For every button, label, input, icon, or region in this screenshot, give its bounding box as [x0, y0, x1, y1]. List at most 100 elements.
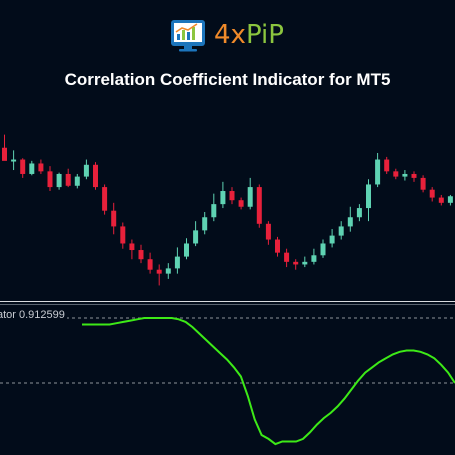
candle-body	[174, 256, 180, 269]
indicator-panel	[0, 317, 455, 446]
candle	[93, 162, 98, 190]
candle	[165, 263, 171, 279]
candle-body	[238, 200, 244, 207]
candle-body	[356, 208, 362, 218]
candle	[238, 197, 244, 210]
candle-body	[320, 243, 326, 256]
candle-body	[311, 255, 317, 262]
candle	[220, 181, 226, 209]
candle-body	[347, 217, 353, 227]
candle-body	[211, 204, 217, 218]
candle	[420, 175, 426, 193]
candle	[311, 248, 317, 265]
candle	[302, 256, 308, 268]
candle-body	[247, 187, 253, 207]
candle-body	[429, 189, 435, 198]
candle	[438, 194, 444, 206]
candle	[193, 221, 199, 247]
candle	[247, 177, 253, 210]
candle	[174, 247, 180, 274]
candle	[329, 229, 335, 248]
candle	[366, 179, 371, 222]
candle	[147, 252, 153, 274]
candle	[20, 158, 26, 178]
candle-body	[329, 235, 335, 244]
candle	[347, 206, 353, 232]
candle-body	[184, 243, 189, 257]
candle-body	[11, 159, 17, 162]
candle-body	[393, 171, 399, 177]
page-title: Correlation Coefficient Indicator for MT…	[64, 70, 391, 89]
candle	[384, 156, 390, 174]
candle	[74, 173, 80, 189]
candle	[29, 160, 35, 176]
candle-body	[284, 252, 290, 262]
candle-body	[402, 173, 408, 177]
candle-body	[47, 171, 53, 188]
candle-body	[74, 176, 80, 186]
candle	[56, 172, 62, 190]
candle	[120, 222, 126, 249]
price-chart	[2, 134, 453, 286]
candle-body	[375, 159, 381, 185]
candle-body	[138, 250, 144, 260]
candle	[265, 221, 271, 245]
candle	[129, 239, 135, 260]
candle	[38, 159, 44, 174]
candle	[65, 168, 71, 188]
candle	[402, 170, 408, 181]
candle	[138, 244, 144, 264]
candle	[184, 238, 189, 260]
candle-body	[202, 217, 208, 231]
candle-body	[156, 269, 162, 274]
candle	[111, 202, 117, 235]
candle	[429, 187, 435, 202]
candle	[275, 236, 280, 257]
candle-body	[338, 226, 344, 236]
candle-body	[293, 261, 299, 265]
candle-body	[229, 191, 235, 201]
chart-monitor-icon	[171, 20, 205, 52]
brand-name-part1: 4x	[214, 20, 246, 50]
candle-body	[147, 259, 153, 270]
candle	[284, 248, 290, 268]
candle	[320, 239, 326, 258]
candle-body	[302, 261, 308, 265]
chart-divider-secondary	[0, 304, 455, 305]
candle	[338, 221, 344, 240]
candle-body	[56, 173, 62, 188]
candle	[102, 184, 108, 215]
chart-divider[interactable]	[0, 301, 455, 302]
candle	[229, 187, 235, 205]
candle-body	[438, 197, 444, 203]
candle-body	[20, 159, 26, 174]
candle	[447, 194, 453, 206]
candle-body	[193, 230, 199, 244]
candle	[356, 204, 362, 222]
candle-body	[65, 173, 71, 186]
candle-body	[265, 223, 271, 240]
candle-body	[38, 163, 44, 172]
candle-body	[366, 184, 371, 209]
candle-body	[447, 196, 453, 203]
candle	[156, 264, 162, 286]
brand-name-part2: PiP	[245, 20, 284, 50]
candle-body	[120, 226, 126, 244]
candle-body	[165, 268, 171, 274]
candle-body	[275, 239, 280, 253]
candle	[393, 168, 399, 180]
candle	[11, 150, 17, 171]
candle-body	[129, 243, 135, 251]
candle	[2, 134, 7, 161]
candle	[256, 184, 262, 228]
brand-logo: 4xPiP	[170, 17, 300, 57]
candle-body	[111, 210, 117, 227]
candle	[293, 259, 299, 270]
candle	[83, 159, 89, 180]
candle	[211, 193, 217, 222]
candle-body	[384, 159, 390, 172]
candle	[375, 152, 381, 188]
candle	[202, 212, 208, 235]
candle-body	[411, 173, 417, 178]
indicator-label: ator 0.912599	[0, 309, 67, 321]
